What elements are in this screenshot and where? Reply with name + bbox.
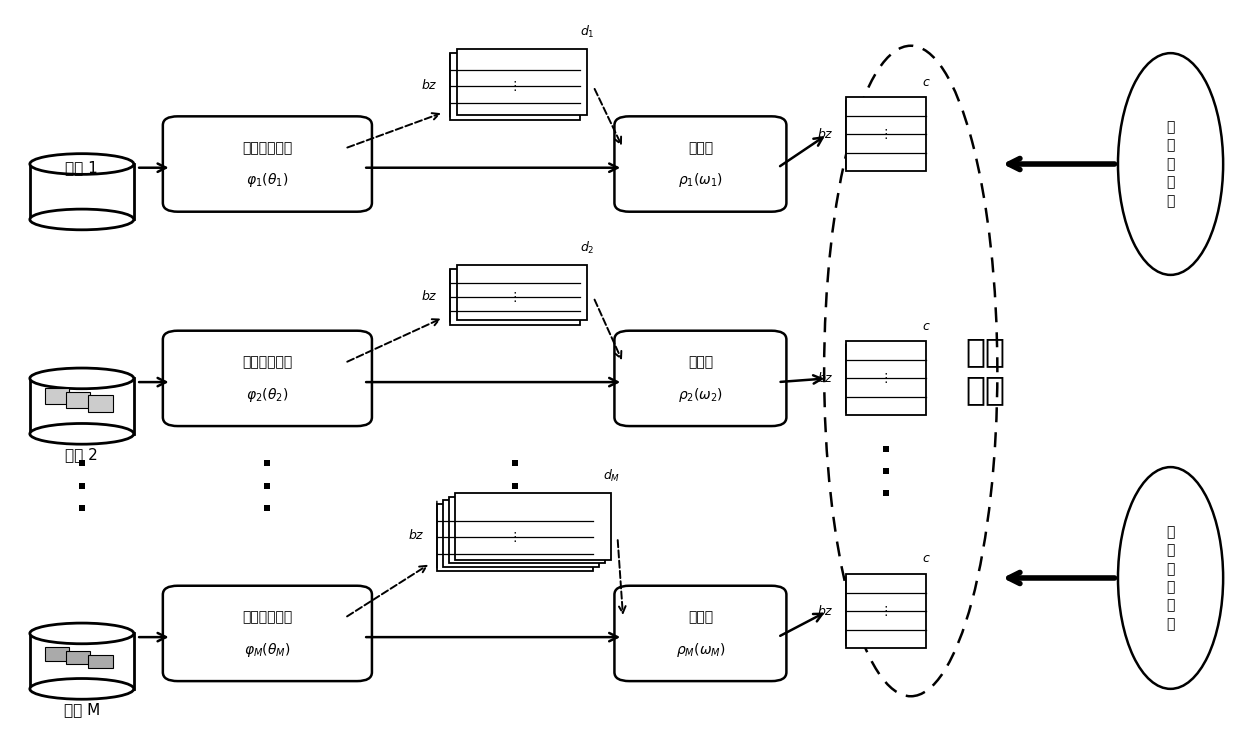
FancyBboxPatch shape: [162, 585, 372, 681]
FancyBboxPatch shape: [458, 265, 588, 321]
Ellipse shape: [1118, 467, 1223, 689]
Text: $d_1$: $d_1$: [580, 24, 594, 40]
Ellipse shape: [30, 424, 134, 444]
Text: $bz$: $bz$: [817, 604, 833, 618]
Text: $c$: $c$: [921, 320, 930, 332]
Text: 投影层: 投影层: [688, 610, 713, 624]
Text: $d_2$: $d_2$: [580, 240, 594, 256]
FancyBboxPatch shape: [846, 341, 926, 416]
Text: 投影层: 投影层: [688, 355, 713, 369]
Text: $bz$: $bz$: [420, 289, 438, 303]
Text: ⋮: ⋮: [508, 531, 521, 544]
FancyBboxPatch shape: [162, 116, 372, 211]
Polygon shape: [30, 634, 134, 689]
FancyBboxPatch shape: [45, 388, 69, 404]
FancyBboxPatch shape: [458, 49, 588, 115]
Polygon shape: [30, 378, 134, 434]
FancyBboxPatch shape: [846, 97, 926, 171]
Ellipse shape: [30, 623, 134, 644]
Text: $bz$: $bz$: [817, 372, 833, 385]
Text: 投影层: 投影层: [688, 141, 713, 155]
Ellipse shape: [30, 368, 134, 389]
Text: $d_M$: $d_M$: [603, 468, 620, 484]
Text: $\rho_M(\omega_M)$: $\rho_M(\omega_M)$: [676, 640, 725, 659]
FancyBboxPatch shape: [455, 493, 611, 559]
Ellipse shape: [30, 678, 134, 699]
Text: ⋮: ⋮: [879, 372, 893, 385]
Text: $c$: $c$: [921, 76, 930, 88]
Text: 模态 M: 模态 M: [63, 702, 100, 718]
Text: $\varphi_1(\theta_1)$: $\varphi_1(\theta_1)$: [247, 171, 289, 189]
Text: 类
内
低
秩
结
构: 类 内 低 秩 结 构: [1167, 525, 1174, 631]
Text: ⋮: ⋮: [508, 291, 521, 303]
Text: 共同
空间: 共同 空间: [965, 335, 1004, 407]
FancyBboxPatch shape: [436, 504, 593, 571]
FancyBboxPatch shape: [45, 648, 69, 661]
Text: 特征提取网络: 特征提取网络: [242, 141, 293, 155]
Text: 模态 2: 模态 2: [66, 447, 98, 462]
FancyBboxPatch shape: [66, 392, 91, 408]
Text: $\rho_2(\omega_2)$: $\rho_2(\omega_2)$: [678, 386, 723, 404]
Text: $bz$: $bz$: [817, 128, 833, 142]
FancyBboxPatch shape: [443, 500, 599, 567]
Text: $\rho_1(\omega_1)$: $\rho_1(\omega_1)$: [678, 171, 723, 189]
Ellipse shape: [30, 209, 134, 230]
Text: 模态 1: 模态 1: [66, 160, 98, 175]
FancyBboxPatch shape: [615, 116, 786, 211]
Polygon shape: [30, 164, 134, 220]
Ellipse shape: [1118, 53, 1223, 275]
Text: $bz$: $bz$: [408, 528, 424, 542]
FancyBboxPatch shape: [88, 395, 113, 412]
Text: $c$: $c$: [921, 552, 930, 565]
Text: 语
义
一
致
性: 语 义 一 致 性: [1167, 120, 1174, 208]
Ellipse shape: [30, 154, 134, 174]
FancyBboxPatch shape: [450, 53, 580, 119]
FancyBboxPatch shape: [450, 269, 580, 325]
Text: $\varphi_2(\theta_2)$: $\varphi_2(\theta_2)$: [247, 386, 289, 404]
Text: $bz$: $bz$: [420, 79, 438, 92]
Text: ⋮: ⋮: [879, 605, 893, 618]
FancyBboxPatch shape: [88, 655, 113, 668]
FancyBboxPatch shape: [66, 651, 91, 665]
Text: 特征提取网络: 特征提取网络: [242, 355, 293, 369]
FancyBboxPatch shape: [615, 331, 786, 426]
Text: ⋮: ⋮: [879, 128, 893, 141]
FancyBboxPatch shape: [162, 331, 372, 426]
Text: ⋮: ⋮: [508, 80, 521, 93]
FancyBboxPatch shape: [449, 496, 605, 563]
FancyBboxPatch shape: [846, 574, 926, 649]
FancyBboxPatch shape: [615, 585, 786, 681]
Text: $\varphi_M(\theta_M)$: $\varphi_M(\theta_M)$: [244, 640, 291, 659]
Text: 特征提取网络: 特征提取网络: [242, 610, 293, 624]
